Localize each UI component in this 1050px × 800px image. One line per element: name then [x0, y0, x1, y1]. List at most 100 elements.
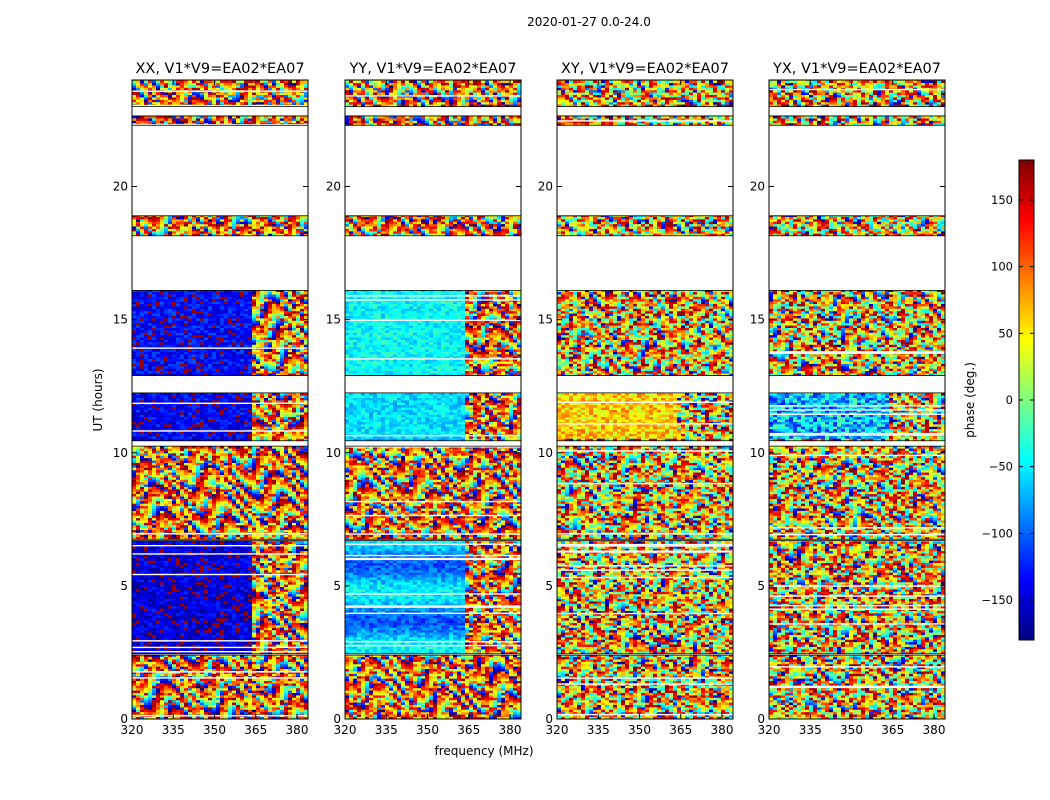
- heatmap-cell: [232, 712, 236, 715]
- heatmap-cell: [264, 637, 268, 640]
- heatmap-cell: [244, 666, 248, 669]
- heatmap-cell: [148, 601, 152, 604]
- heatmap-cell: [280, 563, 284, 566]
- heatmap-cell: [220, 632, 224, 635]
- heatmap-cell: [188, 707, 192, 710]
- heatmap-cell: [232, 623, 236, 626]
- heatmap-cell: [132, 589, 136, 592]
- heatmap-cell: [228, 615, 232, 618]
- heatmap-cell: [220, 565, 224, 568]
- heatmap-cell: [136, 705, 140, 708]
- heatmap-cell: [156, 620, 160, 623]
- heatmap-cell: [180, 690, 184, 693]
- heatmap-cell: [160, 618, 164, 621]
- heatmap-cell: [140, 523, 144, 526]
- heatmap-cell: [244, 697, 248, 700]
- heatmap-cell: [136, 558, 140, 561]
- heatmap-cell: [164, 632, 168, 635]
- heatmap-cell: [212, 664, 216, 667]
- heatmap-cell: [132, 599, 136, 602]
- heatmap-cell: [200, 688, 204, 691]
- heatmap-cell: [212, 520, 216, 523]
- heatmap-cell: [160, 594, 164, 597]
- heatmap-cell: [176, 601, 180, 604]
- heatmap-cell: [216, 560, 220, 563]
- heatmap-cell: [228, 642, 232, 645]
- heatmap-cell: [232, 681, 236, 684]
- heatmap-cell: [156, 709, 160, 712]
- heatmap-cell: [244, 579, 248, 582]
- heatmap-cell: [132, 659, 136, 662]
- heatmap-cell: [192, 548, 196, 551]
- heatmap-cell: [284, 548, 288, 551]
- heatmap-cell: [232, 697, 236, 700]
- heatmap-cell: [232, 520, 236, 523]
- heatmap-cell: [228, 644, 232, 647]
- heatmap-cell: [284, 594, 288, 597]
- heatmap-cell: [256, 707, 260, 710]
- heatmap-cell: [216, 690, 220, 693]
- heatmap-cell: [192, 563, 196, 566]
- heatmap-cell: [204, 615, 208, 618]
- heatmap-cell: [232, 627, 236, 630]
- heatmap-cell: [260, 615, 264, 618]
- heatmap-cell: [232, 525, 236, 528]
- heatmap-cell: [252, 556, 256, 559]
- heatmap-cell: [276, 685, 280, 688]
- heatmap-cell: [212, 611, 216, 614]
- heatmap-cell: [204, 700, 208, 703]
- heatmap-cell: [244, 565, 248, 568]
- heatmap-cell: [152, 603, 156, 606]
- heatmap-cell: [284, 525, 288, 528]
- heatmap-cell: [260, 623, 264, 626]
- heatmap-cell: [220, 657, 224, 660]
- heatmap-cell: [256, 661, 260, 664]
- heatmap-cell: [272, 563, 276, 566]
- heatmap-cell: [236, 596, 240, 599]
- heatmap-cell: [148, 563, 152, 566]
- heatmap-cell: [300, 693, 304, 696]
- heatmap-cell: [148, 551, 152, 554]
- heatmap-cell: [152, 657, 156, 660]
- heatmap-cell: [260, 606, 264, 609]
- heatmap-cell: [296, 681, 300, 684]
- heatmap-cell: [184, 606, 188, 609]
- heatmap-cell: [284, 707, 288, 710]
- heatmap-cell: [196, 560, 200, 563]
- heatmap-cell: [228, 556, 232, 559]
- heatmap-cell: [160, 623, 164, 626]
- heatmap-cell: [140, 563, 144, 566]
- heatmap-cell: [212, 608, 216, 611]
- heatmap-cell: [248, 625, 252, 628]
- heatmap-cell: [196, 527, 200, 530]
- heatmap-cell: [296, 520, 300, 523]
- heatmap-cell: [164, 594, 168, 597]
- heatmap-cell: [244, 523, 248, 526]
- heatmap-cell: [276, 637, 280, 640]
- heatmap-cell: [172, 673, 176, 676]
- heatmap-cell: [236, 642, 240, 645]
- heatmap-cell: [288, 657, 292, 660]
- heatmap-cell: [184, 577, 188, 580]
- heatmap-cell: [292, 568, 296, 571]
- heatmap-cell: [192, 579, 196, 582]
- heatmap-cell: [284, 627, 288, 630]
- heatmap-cell: [236, 630, 240, 633]
- heatmap-cell: [148, 637, 152, 640]
- heatmap-cell: [292, 627, 296, 630]
- heatmap-cell: [188, 661, 192, 664]
- heatmap-cell: [196, 690, 200, 693]
- heatmap-cell: [188, 608, 192, 611]
- heatmap-cell: [184, 613, 188, 616]
- heatmap-cell: [252, 551, 256, 554]
- heatmap-cell: [156, 599, 160, 602]
- heatmap-cell: [200, 613, 204, 616]
- heatmap-cell: [164, 697, 168, 700]
- heatmap-cell: [280, 685, 284, 688]
- heatmap-cell: [164, 693, 168, 696]
- heatmap-cell: [288, 570, 292, 573]
- heatmap-cell: [204, 690, 208, 693]
- heatmap-cell: [148, 661, 152, 664]
- heatmap-cell: [300, 603, 304, 606]
- heatmap-cell: [256, 568, 260, 571]
